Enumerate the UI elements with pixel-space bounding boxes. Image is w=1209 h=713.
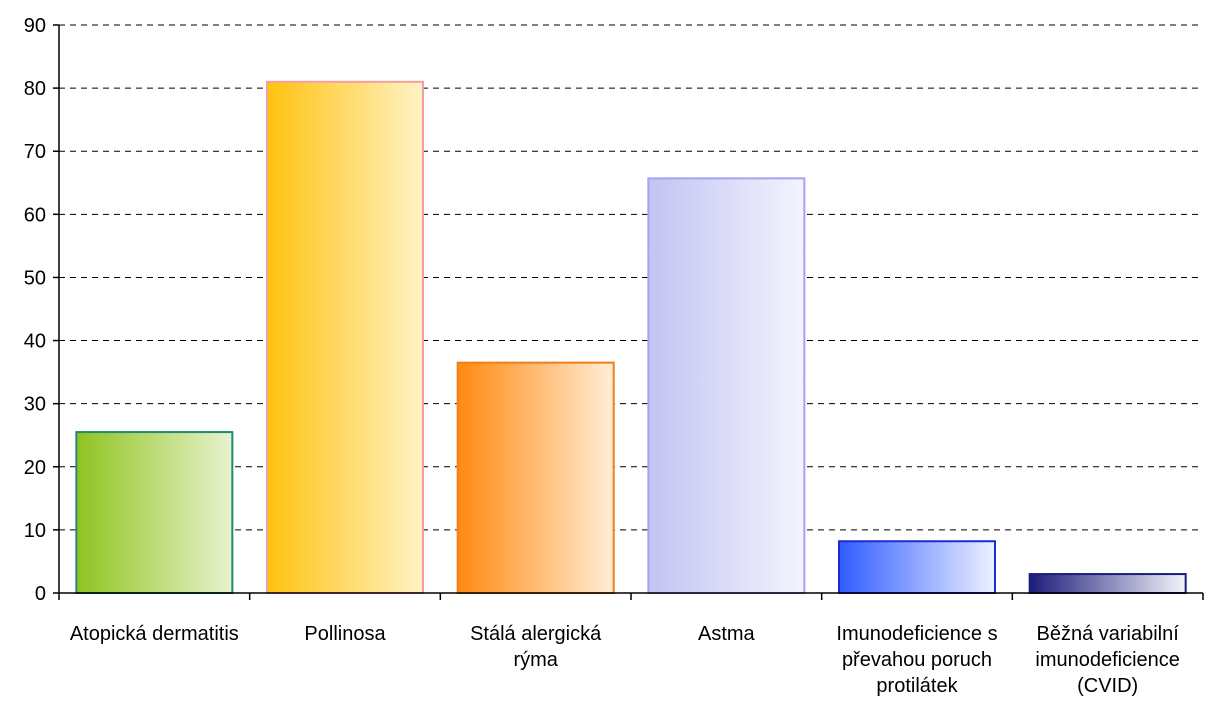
- bar-5: [1028, 573, 1187, 594]
- x-category-label: Astma: [698, 623, 756, 645]
- x-category-labels: Atopická dermatitis Pollinosa Stálá alergi…: [70, 623, 1180, 697]
- gridlines: [59, 24, 1203, 531]
- y-tick-label: 80: [24, 78, 46, 100]
- bar-4: [838, 540, 996, 595]
- bar-3: [647, 177, 806, 595]
- bar-2: [456, 361, 615, 594]
- y-tick-label: 60: [24, 204, 46, 226]
- y-tick-label: 10: [24, 520, 46, 542]
- y-tick-label: 70: [24, 141, 46, 163]
- x-category-label: Atopická dermatitis: [70, 623, 239, 645]
- y-tick-label: 90: [24, 15, 46, 37]
- x-category-label: Stálá alergická rýma: [470, 623, 602, 671]
- x-category-label: Pollinosa: [304, 623, 386, 645]
- x-category-label: Imunodeficience s převahou poruch protilát…: [836, 623, 997, 697]
- y-tick-label: 20: [24, 457, 46, 479]
- x-category-label: Běžná variabilní imunodeficience (CVID): [1035, 623, 1180, 697]
- bars: [75, 80, 1187, 595]
- y-tick-label: 40: [24, 331, 46, 353]
- y-tick-label: 50: [24, 267, 46, 289]
- bar-0: [75, 431, 234, 595]
- axes: [53, 24, 1204, 600]
- y-tick-label: 30: [24, 394, 46, 416]
- y-tick-labels: 0 10 20 30 40 50 60 70 80 90: [24, 15, 46, 605]
- bar-1: [266, 80, 424, 595]
- y-tick-label: 0: [35, 583, 46, 605]
